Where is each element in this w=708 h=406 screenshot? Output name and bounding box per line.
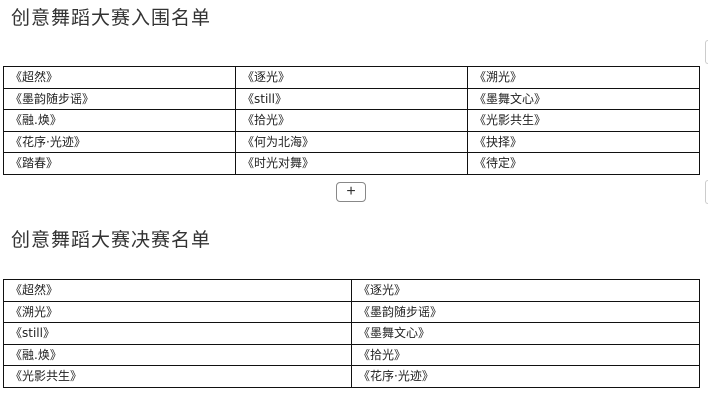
table-cell[interactable]: 《抉择》 <box>467 130 700 153</box>
table-cell[interactable]: 《待定》 <box>467 152 700 175</box>
table-cell[interactable]: 《逐光》 <box>235 66 468 89</box>
table-cell[interactable]: 《溯光》 <box>3 300 352 323</box>
table-cell[interactable]: 《何为北海》 <box>235 130 468 153</box>
table-cell[interactable]: 《still》 <box>3 322 352 345</box>
table-row: 《溯光》 《墨韵随步谣》 <box>3 300 700 323</box>
table-cell[interactable]: 《溯光》 <box>467 66 700 89</box>
table-cell[interactable]: 《花序·光迹》 <box>351 365 700 388</box>
table-cell[interactable]: 《融.焕》 <box>3 343 352 366</box>
side-handle[interactable] <box>705 180 708 204</box>
final-table: 《超然》 《逐光》 《溯光》 《墨韵随步谣》 《still》 《墨舞文心》 《融.焕》 《拾光… <box>3 279 700 388</box>
table-cell[interactable]: 《墨韵随步谣》 <box>3 87 236 110</box>
table-cell[interactable]: 《拾光》 <box>235 109 468 132</box>
table-row: 《融.焕》 《拾光》 《光影共生》 <box>3 109 700 132</box>
table-cell[interactable]: 《逐光》 <box>351 279 700 302</box>
section-title-final: 创意舞蹈大赛决赛名单 <box>11 229 212 251</box>
table-cell[interactable]: 《超然》 <box>3 279 352 302</box>
table-cell[interactable]: 《墨舞文心》 <box>467 87 700 110</box>
table-cell[interactable]: 《超然》 <box>3 66 236 89</box>
table-cell[interactable]: 《墨韵随步谣》 <box>351 300 700 323</box>
table-cell[interactable]: 《拾光》 <box>351 343 700 366</box>
table-row: 《超然》 《逐光》 《溯光》 <box>3 66 700 89</box>
table-cell[interactable]: 《融.焕》 <box>3 109 236 132</box>
section-title-finalists: 创意舞蹈大赛入围名单 <box>11 7 212 29</box>
table-cell[interactable]: 《踏春》 <box>3 152 236 175</box>
side-handle[interactable] <box>705 40 708 64</box>
table-cell[interactable]: 《光影共生》 <box>467 109 700 132</box>
add-row-button[interactable]: + <box>336 182 366 202</box>
table-row: 《光影共生》 《花序·光迹》 <box>3 365 700 388</box>
table-cell[interactable]: 《still》 <box>235 87 468 110</box>
table-row: 《踏春》 《时光对舞》 《待定》 <box>3 152 700 175</box>
table-row: 《still》 《墨舞文心》 <box>3 322 700 345</box>
plus-icon: + <box>346 183 356 200</box>
table-row: 《融.焕》 《拾光》 <box>3 343 700 366</box>
table-cell[interactable]: 《时光对舞》 <box>235 152 468 175</box>
finalists-table: 《超然》 《逐光》 《溯光》 《墨韵随步谣》 《still》 《墨舞文心》 《融.焕》 《拾光… <box>3 66 700 175</box>
table-row: 《墨韵随步谣》 《still》 《墨舞文心》 <box>3 87 700 110</box>
table-cell[interactable]: 《光影共生》 <box>3 365 352 388</box>
table-row: 《花序·光迹》 《何为北海》 《抉择》 <box>3 130 700 153</box>
table-cell[interactable]: 《墨舞文心》 <box>351 322 700 345</box>
table-cell[interactable]: 《花序·光迹》 <box>3 130 236 153</box>
table-row: 《超然》 《逐光》 <box>3 279 700 302</box>
